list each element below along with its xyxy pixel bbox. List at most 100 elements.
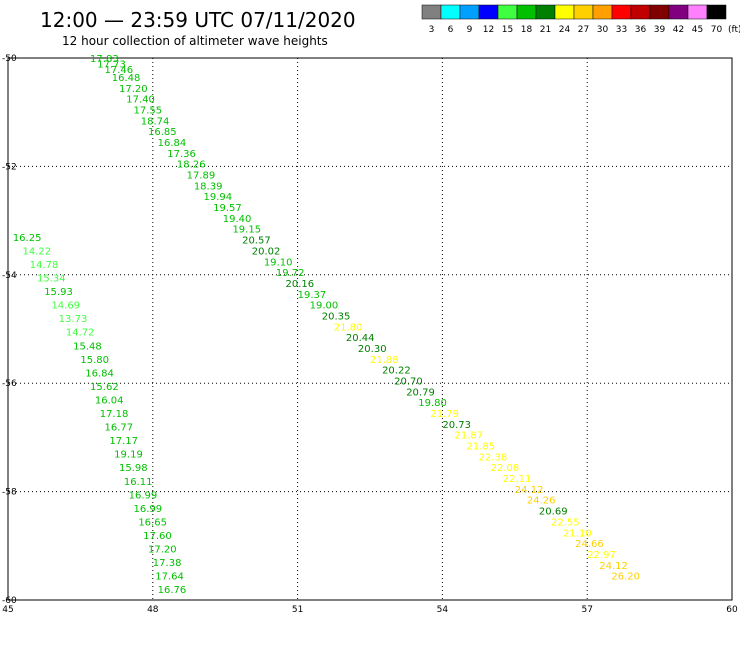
data-point: 19.57 [213,203,242,214]
data-point: 21.10 [563,528,592,539]
y-tick-label: -58 [2,488,17,498]
data-point: 15.98 [119,463,148,474]
colorbar-swatch [516,4,537,20]
data-point: 22.55 [551,517,580,528]
data-point: 19.80 [418,398,447,409]
data-point: 15.48 [73,341,102,352]
data-point: 13.73 [59,314,88,325]
data-point: 17.83 [90,54,119,65]
colorbar-label: 30 [597,25,609,35]
chart-title: 12:00 — 23:59 UTC 07/11/2020 [40,8,356,32]
colorbar-swatch [459,4,480,20]
data-point: 18.74 [141,116,170,127]
colorbar-swatch [573,4,594,20]
data-point: 17.89 [187,171,216,182]
data-point: 22.08 [491,463,520,474]
colorbar-unit: (ft) [728,25,740,35]
colorbar-label: 6 [448,25,454,35]
data-point: 14.78 [30,260,59,271]
data-point: 16.48 [112,73,141,84]
data-point: 21.85 [467,442,496,453]
data-point: 24.12 [515,485,544,496]
colorbar-label: 33 [616,25,627,35]
y-tick-label: -56 [2,379,17,389]
data-point: 17.73 [97,59,126,70]
data-point: 17.38 [153,558,182,569]
colorbar-swatch [421,4,442,20]
chart-subtitle: 12 hour collection of altimeter wave hei… [62,34,328,48]
data-point: 19.15 [232,225,261,236]
data-point: 19.10 [264,257,293,268]
data-point: 22.38 [479,452,508,463]
data-point: 17.18 [100,409,129,420]
data-point: 19.72 [276,268,305,279]
colorbar-label: 42 [673,25,684,35]
data-point: 26.20 [611,572,640,583]
y-tick-label: -52 [2,162,17,172]
x-tick-label: 54 [437,605,449,615]
data-point: 14.72 [66,328,95,339]
data-point: 19.94 [203,192,232,203]
x-tick-label: 60 [726,605,738,615]
colorbar-label: 39 [654,25,666,35]
grid-lines [7,57,733,601]
data-point: 20.73 [442,420,471,431]
data-point: 21.88 [370,355,399,366]
colorbar-swatch [706,4,727,20]
data-point: 20.79 [406,387,435,398]
data-point: 17.20 [148,545,177,556]
data-point: 22.11 [503,474,532,485]
colorbar-swatch [592,4,613,20]
data-point: 20.57 [242,236,271,247]
data-point: 20.70 [394,376,423,387]
x-tick-label: 57 [581,605,592,615]
colorbar-label: 15 [502,25,513,35]
data-point: 19.00 [310,301,339,312]
x-tick-label: 45 [2,605,13,615]
colorbar-label: 9 [467,25,473,35]
data-point: 15.62 [90,382,119,393]
plot-frame [7,57,733,601]
data-point: 19.19 [114,450,143,461]
data-point: 19.37 [298,290,327,301]
data-point: 20.16 [286,279,315,290]
data-point: 20.30 [358,344,387,355]
data-point: 24.66 [575,539,604,550]
data-point: 20.44 [346,333,375,344]
data-point: 15.34 [37,274,66,285]
data-point: 24.26 [527,496,556,507]
data-point: 16.25 [13,233,42,244]
data-point: 17.20 [119,84,148,95]
colorbar-swatch [649,4,670,20]
data-point: 15.80 [80,355,109,366]
x-tick-label: 51 [292,605,303,615]
colorbar-label: 18 [521,25,533,35]
colorbar-label: 70 [711,25,723,35]
data-point: 18.26 [177,160,206,171]
data-point: 20.02 [252,246,281,257]
colorbar-label: 45 [692,25,703,35]
data-point: 24.12 [599,561,628,572]
axis-ticks: 45 48 51 54 57 60 -50 -52 -54 -56 -58 -60 [2,54,738,615]
colorbar-swatch [440,4,461,20]
data-point: 16.85 [148,127,177,138]
colorbar-swatch [535,4,556,20]
colorbar-label: 36 [635,25,647,35]
colorbar-swatch [478,4,499,20]
colorbar-swatch [497,4,518,20]
data-point: 20.69 [539,507,568,518]
data-point: 21.87 [454,431,483,442]
y-tick-label: -50 [2,54,17,64]
data-point: 16.04 [95,395,124,406]
data-point: 17.36 [167,149,196,160]
data-point: 22.97 [587,550,616,561]
y-tick-label: -54 [2,271,17,281]
colorbar-swatch [668,4,689,20]
colorbar-label: 3 [429,25,435,35]
data-point: 17.60 [143,531,172,542]
colorbar-swatch [554,4,575,20]
data-point: 15.93 [44,287,73,298]
data-point: 16.11 [124,477,153,488]
